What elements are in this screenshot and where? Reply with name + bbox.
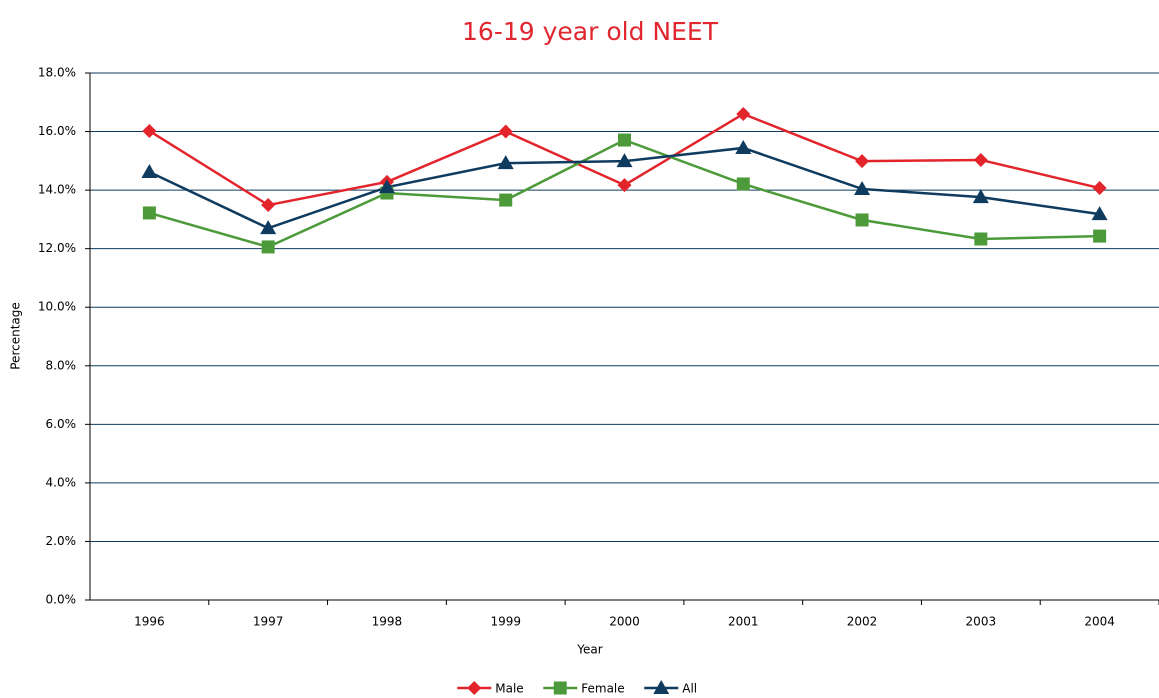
- x-tick-label: 2001: [728, 615, 759, 629]
- marker: [653, 680, 670, 694]
- x-tick-label: 1997: [253, 615, 284, 629]
- marker: [553, 681, 567, 695]
- x-tick-label: 2002: [847, 615, 878, 629]
- x-tick-label: 1996: [134, 615, 165, 629]
- marker: [736, 106, 751, 121]
- legend-label: Female: [581, 682, 624, 696]
- marker: [1093, 229, 1107, 243]
- x-axis-label: Year: [576, 643, 602, 657]
- y-tick-label: 14.0%: [38, 183, 76, 197]
- marker: [972, 189, 989, 204]
- y-axis-label: Percentage: [9, 302, 23, 370]
- y-tick-label: 4.0%: [46, 475, 77, 489]
- y-tick-label: 18.0%: [38, 66, 76, 80]
- legend-label: Male: [495, 682, 523, 696]
- marker: [499, 193, 513, 207]
- marker: [618, 133, 631, 147]
- x-tick-label: 2004: [1084, 615, 1115, 629]
- marker: [260, 220, 277, 235]
- y-tick-label: 10.0%: [38, 300, 76, 314]
- marker: [616, 153, 633, 168]
- marker: [142, 206, 156, 220]
- marker: [142, 123, 157, 138]
- marker: [261, 198, 276, 213]
- y-tick-label: 8.0%: [46, 358, 77, 372]
- marker: [736, 177, 750, 191]
- legend-label: All: [682, 682, 697, 696]
- x-tick-label: 2000: [609, 615, 640, 629]
- y-tick-label: 2.0%: [46, 534, 77, 548]
- marker: [854, 180, 871, 195]
- marker: [1092, 181, 1107, 196]
- marker: [974, 232, 988, 246]
- x-tick-label: 1999: [490, 615, 521, 629]
- marker: [497, 155, 514, 170]
- marker: [973, 152, 988, 167]
- marker: [378, 179, 395, 194]
- y-tick-label: 16.0%: [38, 124, 76, 138]
- marker: [1091, 206, 1108, 221]
- x-tick-label: 2003: [966, 615, 997, 629]
- marker: [617, 178, 632, 193]
- marker: [855, 154, 870, 169]
- marker: [855, 213, 869, 227]
- chart-title: 16-19 year old NEET: [462, 17, 719, 46]
- y-tick-label: 12.0%: [38, 241, 76, 255]
- x-tick-label: 1998: [372, 615, 403, 629]
- marker: [735, 139, 752, 154]
- marker: [467, 681, 482, 695]
- marker: [261, 240, 275, 254]
- y-tick-label: 6.0%: [46, 417, 77, 431]
- marker: [498, 124, 513, 139]
- y-tick-label: 0.0%: [46, 593, 77, 607]
- marker: [141, 163, 158, 178]
